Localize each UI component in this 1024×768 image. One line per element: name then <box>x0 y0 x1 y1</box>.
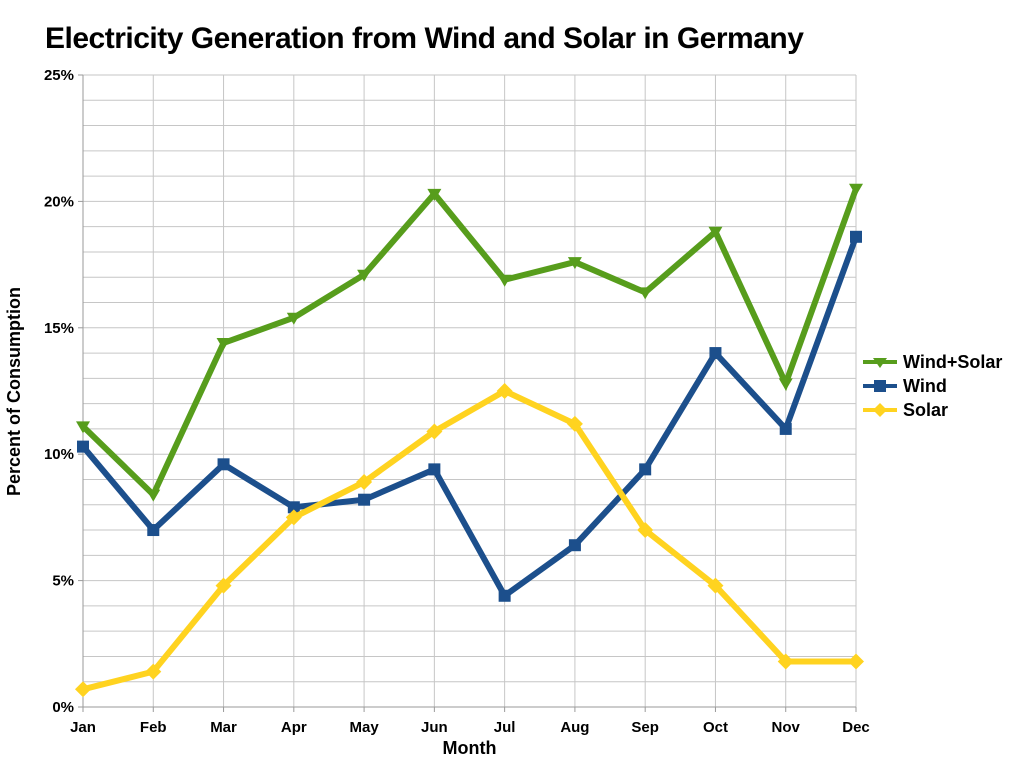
legend-item-solar: Solar <box>862 398 1002 422</box>
data-point-wind-solar <box>849 183 863 196</box>
data-point-solar <box>285 509 302 526</box>
data-point-wind <box>779 422 792 435</box>
data-point-solar <box>707 577 724 594</box>
data-point-wind-solar <box>708 226 723 239</box>
legend-label-solar: Solar <box>903 399 949 420</box>
x-tick-label: Jul <box>494 719 516 736</box>
data-point-wind <box>498 589 511 602</box>
x-tick-label: Sep <box>631 719 659 736</box>
data-point-wind <box>850 230 862 243</box>
x-tick-label: Apr <box>281 719 307 736</box>
legend-marker-wind-solar-icon <box>863 358 897 368</box>
data-point-solar <box>848 653 864 670</box>
y-tick-label: 25% <box>44 67 74 84</box>
data-point-wind <box>639 463 652 476</box>
y-tick-label: 15% <box>44 320 74 337</box>
data-point-wind <box>709 347 722 360</box>
data-point-wind <box>428 463 441 476</box>
data-point-wind-solar <box>216 337 231 350</box>
data-point-solar <box>566 415 583 432</box>
x-tick-label: Jan <box>70 719 96 736</box>
data-point-solar <box>426 423 443 440</box>
legend-marker-wind-icon <box>863 380 897 392</box>
x-tick-label: Dec <box>842 719 870 736</box>
data-point-wind-solar <box>567 257 582 270</box>
legend-label-wind: Wind <box>903 375 947 396</box>
y-tick-label: 10% <box>44 446 74 463</box>
series-line-wind-solar <box>80 185 859 500</box>
data-point-wind <box>358 493 371 506</box>
x-tick-label: Mar <box>210 719 237 736</box>
y-tick-label: 20% <box>44 193 74 210</box>
data-point-wind-solar <box>778 378 793 391</box>
x-tick-label: Oct <box>703 719 728 736</box>
chart-title: Electricity Generation from Wind and Sol… <box>45 22 804 55</box>
x-tick-label: May <box>349 719 379 736</box>
data-point-wind <box>77 440 89 453</box>
y-tick-label: 5% <box>52 573 74 590</box>
data-point-wind <box>568 539 581 552</box>
data-point-solar <box>356 474 373 491</box>
data-point-wind <box>217 458 230 471</box>
x-tick-label: Nov <box>772 719 801 736</box>
data-point-solar <box>75 681 91 698</box>
legend-item-wind-solar: Wind+Solar <box>862 350 1002 374</box>
data-point-solar <box>215 577 232 594</box>
data-point-wind-solar <box>497 274 512 287</box>
data-point-solar <box>496 383 513 399</box>
series-line-wind <box>80 233 859 601</box>
legend-item-wind: Wind <box>862 374 1002 398</box>
y-tick-label: 0% <box>52 699 74 716</box>
data-point-wind-solar <box>76 421 90 434</box>
data-point-wind <box>287 501 300 514</box>
series-line-solar <box>80 387 859 693</box>
data-point-wind <box>147 524 160 537</box>
x-tick-label: Aug <box>560 719 589 736</box>
data-point-wind-solar <box>427 188 442 201</box>
legend: Wind+Solar Wind Solar <box>862 350 1002 422</box>
data-point-wind-solar <box>146 489 161 502</box>
legend-label-wind-solar: Wind+Solar <box>903 351 1003 372</box>
x-tick-label: Feb <box>140 719 167 736</box>
data-point-wind-solar <box>286 312 301 325</box>
data-point-wind-solar <box>357 269 372 282</box>
data-point-solar <box>637 522 654 539</box>
data-point-solar <box>145 663 162 680</box>
legend-marker-solar-icon <box>863 403 897 417</box>
data-point-wind-solar <box>638 287 653 300</box>
x-axis-title: Month <box>442 738 497 758</box>
x-tick-label: Jun <box>421 719 448 736</box>
data-point-solar <box>777 653 794 670</box>
